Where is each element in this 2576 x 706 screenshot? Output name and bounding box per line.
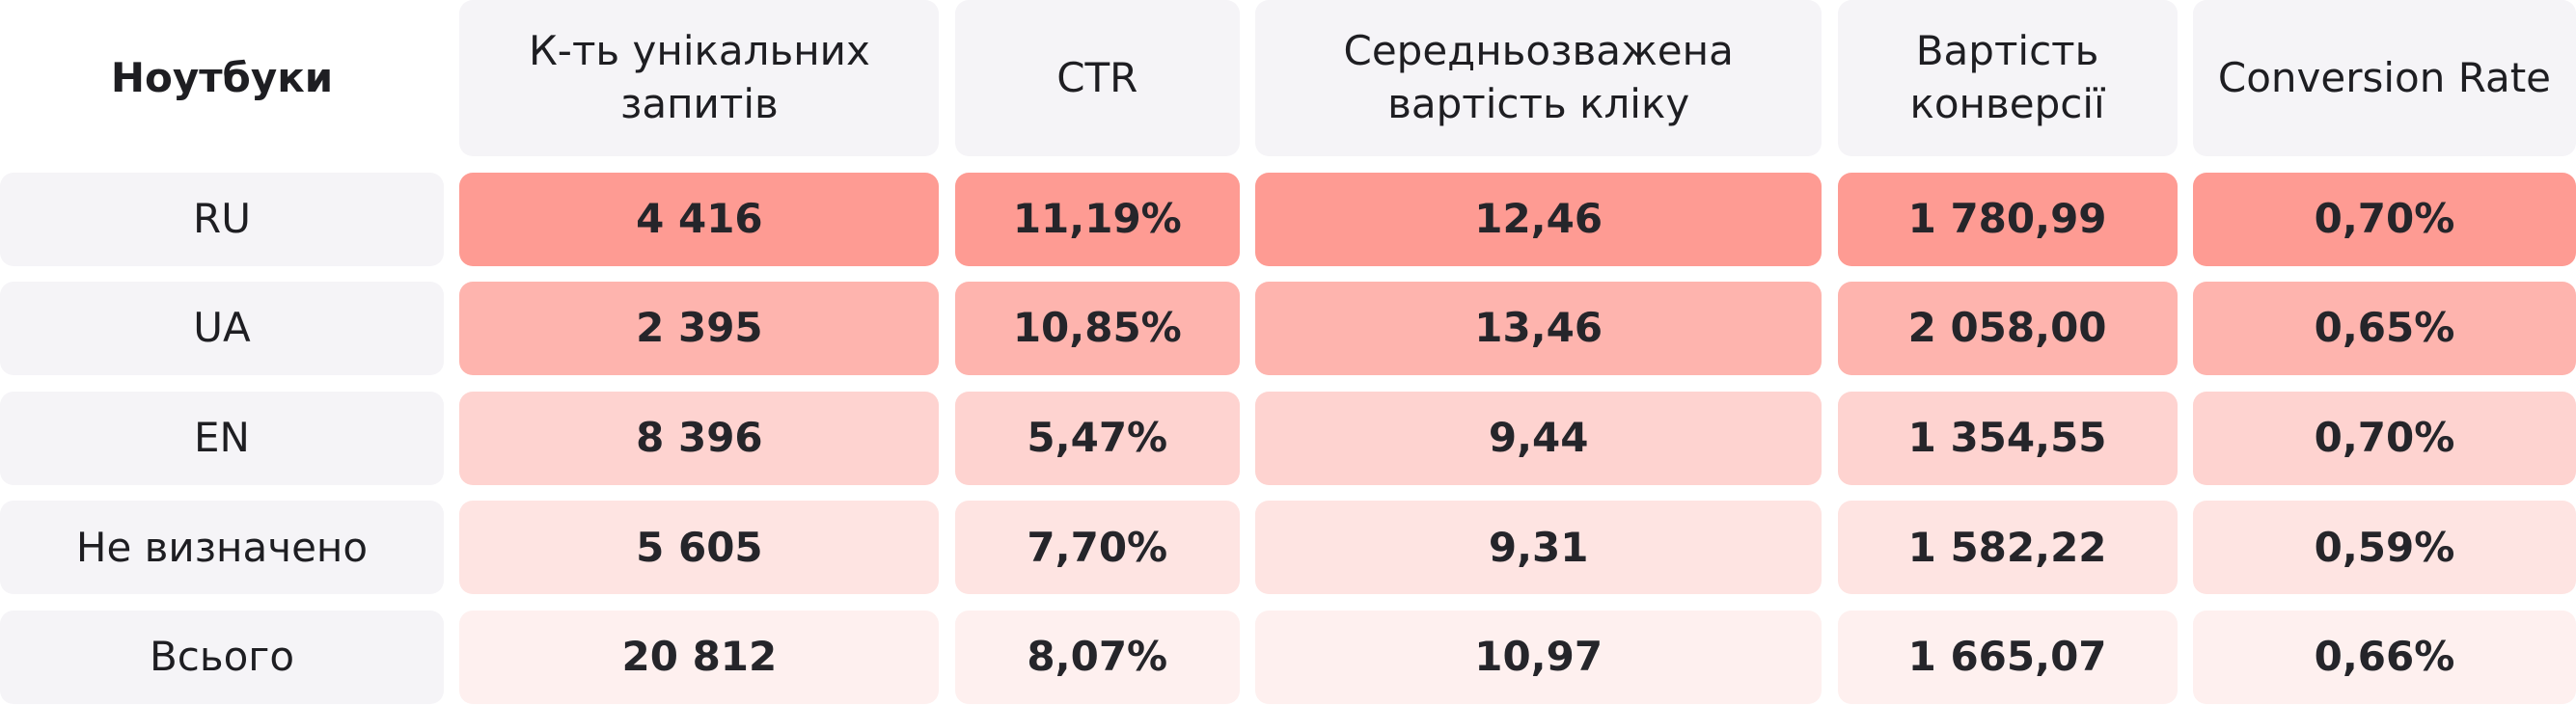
row-label: Всього bbox=[0, 610, 444, 704]
value-cell: 4 416 bbox=[459, 172, 940, 266]
column-header: Вартість конверсії bbox=[1837, 0, 2178, 156]
value-cell: 1 582,22 bbox=[1837, 501, 2178, 595]
value-cell: 2 058,00 bbox=[1837, 282, 2178, 376]
value-cell: 0,65% bbox=[2192, 282, 2576, 376]
column-header: К-ть унікальних запитів bbox=[459, 0, 940, 156]
row-label: RU bbox=[0, 172, 444, 266]
value-cell: 7,70% bbox=[954, 501, 1240, 595]
value-cell: 1 354,55 bbox=[1837, 391, 2178, 485]
row-label: UA bbox=[0, 282, 444, 376]
value-cell: 2 395 bbox=[459, 282, 940, 376]
value-cell: 9,31 bbox=[1255, 501, 1822, 595]
value-cell: 8 396 bbox=[459, 391, 940, 485]
corner-header: Ноутбуки bbox=[0, 0, 444, 156]
value-cell: 1 780,99 bbox=[1837, 172, 2178, 266]
value-cell: 5 605 bbox=[459, 501, 940, 595]
row-label: Не визначено bbox=[0, 501, 444, 595]
value-cell: 11,19% bbox=[954, 172, 1240, 266]
value-cell: 0,70% bbox=[2192, 391, 2576, 485]
value-cell: 13,46 bbox=[1255, 282, 1822, 376]
row-label: EN bbox=[0, 391, 444, 485]
value-cell: 12,46 bbox=[1255, 172, 1822, 266]
value-cell: 9,44 bbox=[1255, 391, 1822, 485]
column-header: Середньозважена вартість кліку bbox=[1255, 0, 1822, 156]
value-cell: 10,97 bbox=[1255, 610, 1822, 704]
value-cell: 8,07% bbox=[954, 610, 1240, 704]
value-cell: 1 665,07 bbox=[1837, 610, 2178, 704]
column-header: CTR bbox=[954, 0, 1240, 156]
value-cell: 0,70% bbox=[2192, 172, 2576, 266]
value-cell: 0,59% bbox=[2192, 501, 2576, 595]
value-cell: 0,66% bbox=[2192, 610, 2576, 704]
value-cell: 20 812 bbox=[459, 610, 940, 704]
value-cell: 10,85% bbox=[954, 282, 1240, 376]
column-header: Conversion Rate bbox=[2192, 0, 2576, 156]
value-cell: 5,47% bbox=[954, 391, 1240, 485]
